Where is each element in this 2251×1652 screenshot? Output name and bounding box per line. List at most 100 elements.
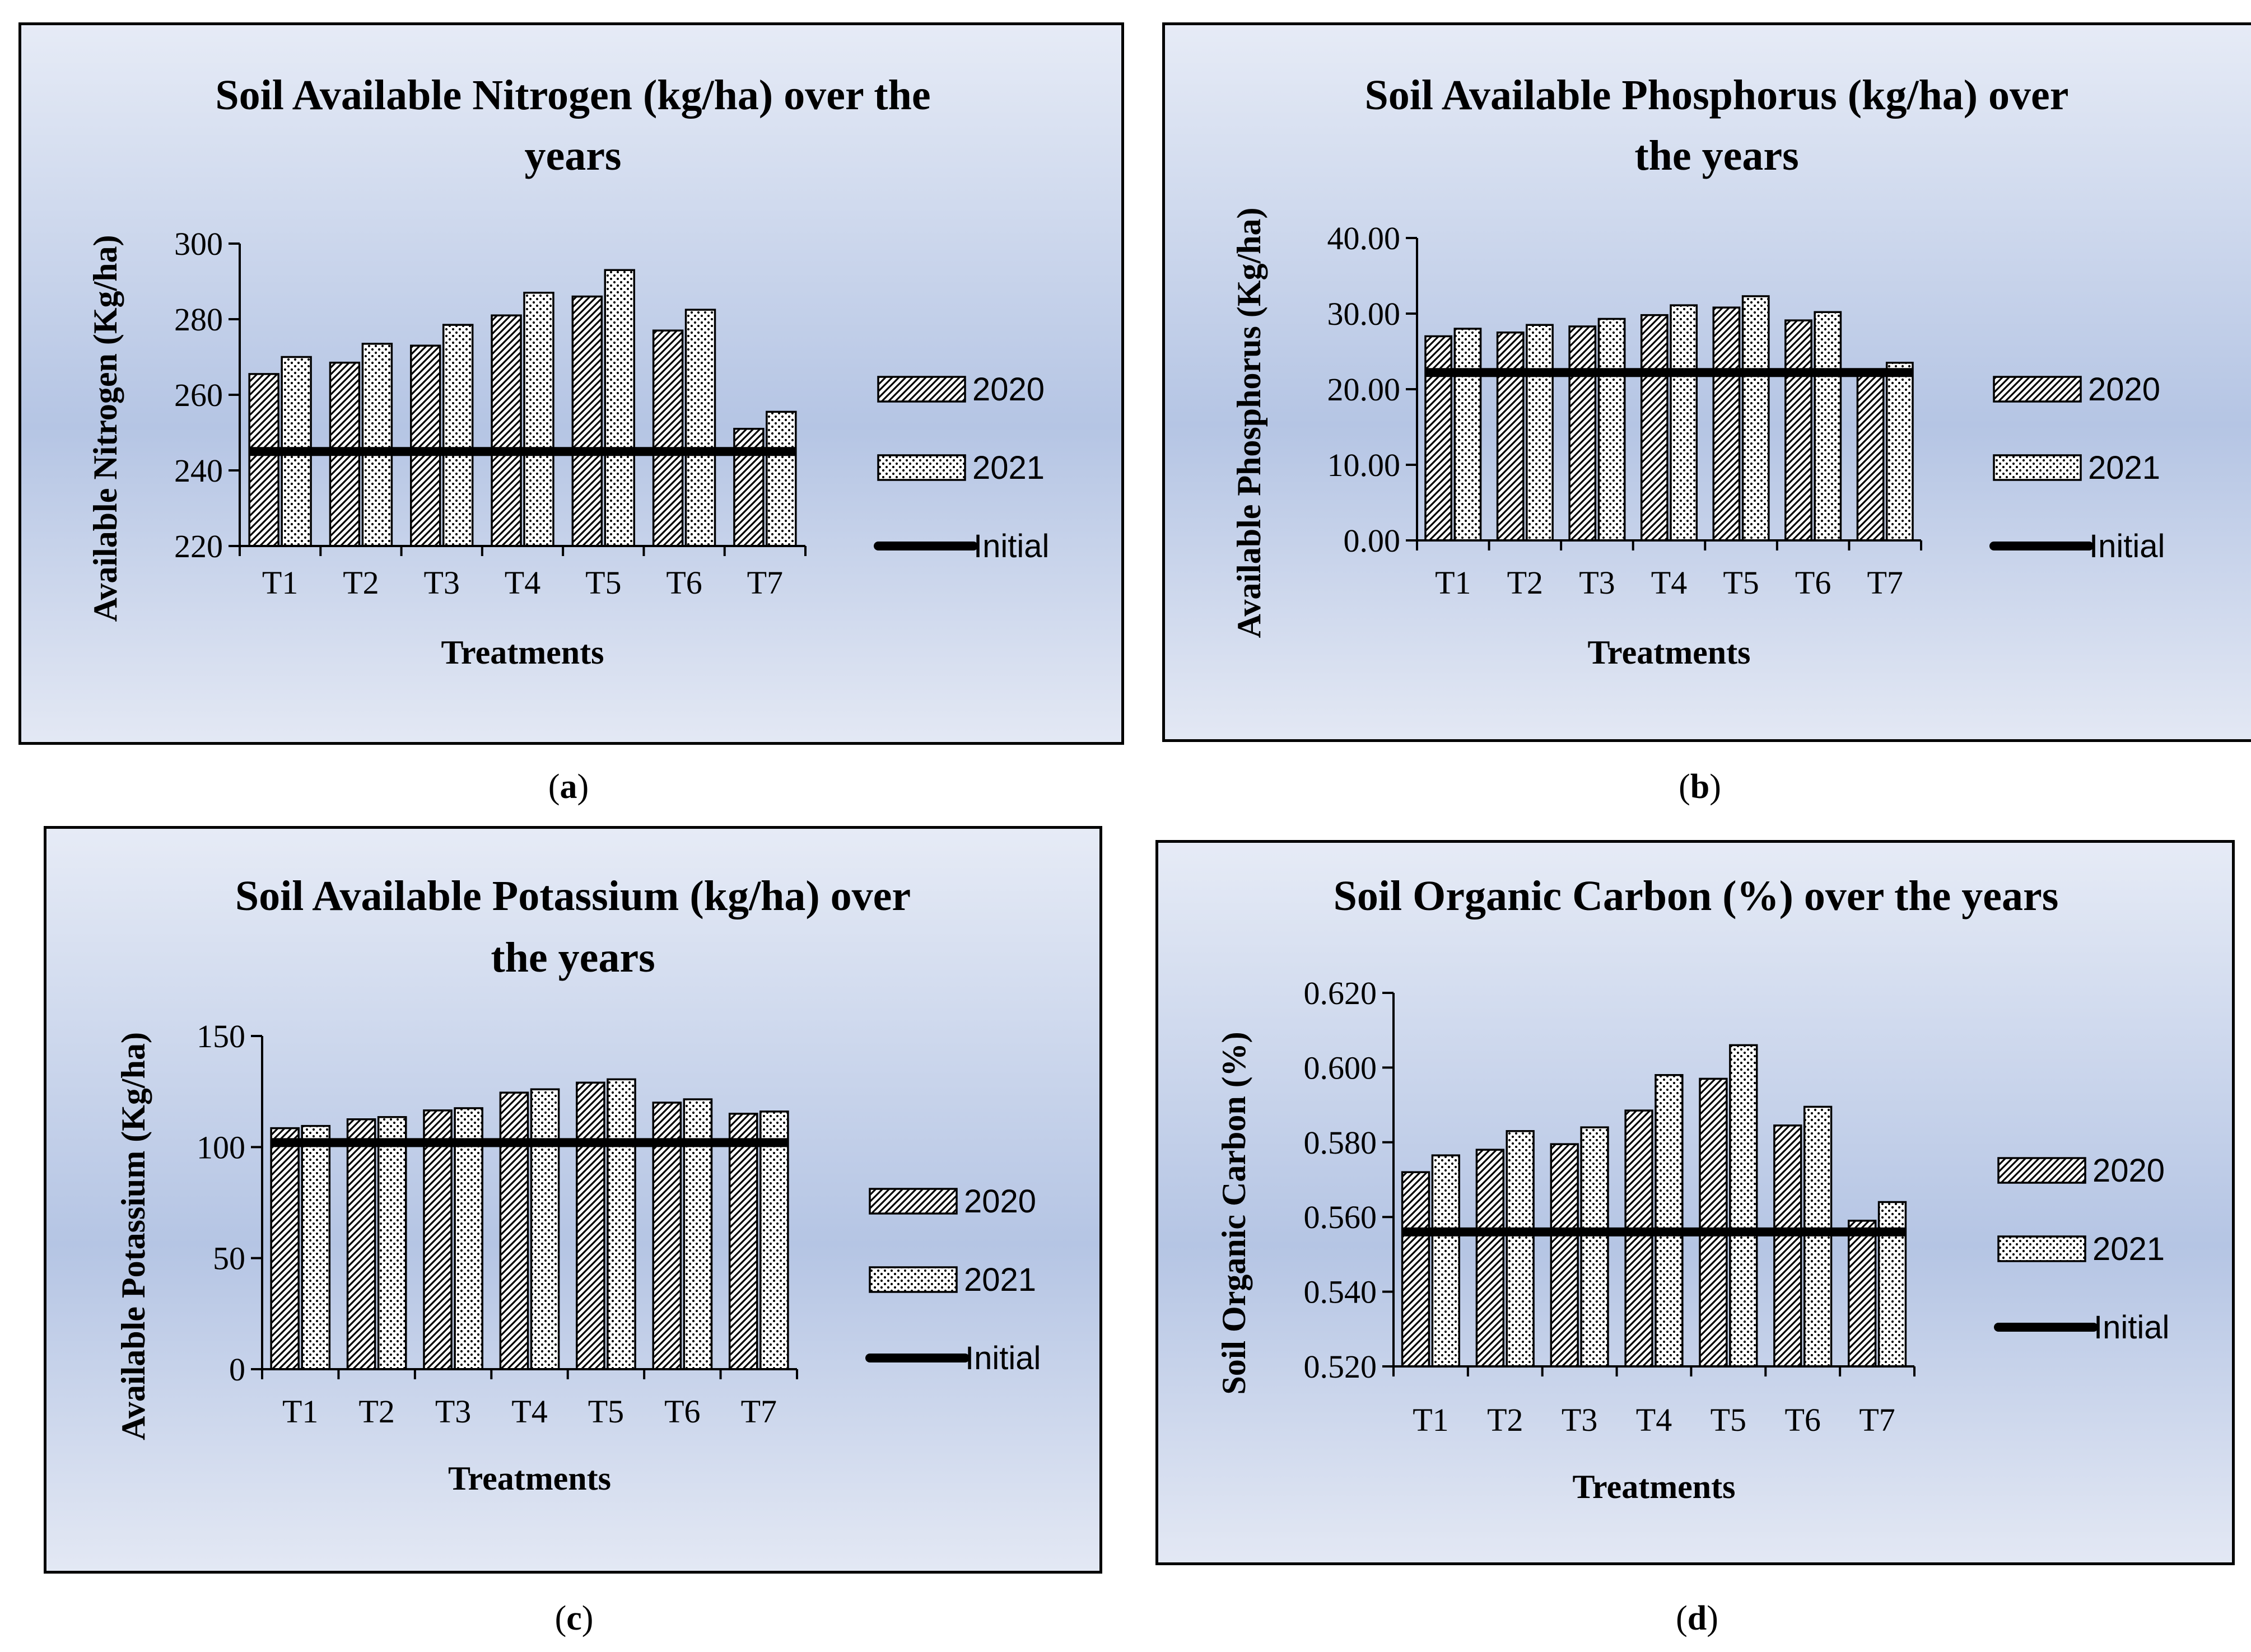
bar-2021-T5 <box>1729 1044 1758 1368</box>
y-tick-label: 40.00 <box>1327 220 1401 256</box>
bar-2020-T5 <box>1712 306 1741 542</box>
x-tick-label: T4 <box>511 1393 547 1430</box>
bar-2020-T5 <box>571 295 603 547</box>
bar-2020-T4 <box>1624 1109 1653 1368</box>
legend-label-2021: 2021 <box>964 1262 1036 1298</box>
chart-panel-c: Soil Available Potassium (kg/ha) over the… <box>44 826 1102 1574</box>
x-tick-label: T1 <box>262 564 298 601</box>
bar-2021-T4 <box>523 292 554 547</box>
x-tick-label: T7 <box>1859 1402 1895 1438</box>
bar-2021-T4 <box>1670 304 1698 542</box>
chart-c-svg: Soil Available Potassium (kg/ha) over the… <box>115 872 1041 1497</box>
caption-d-letter: d <box>1687 1599 1707 1637</box>
x-tick-label: T3 <box>1579 564 1615 601</box>
bar-2020-T3 <box>423 1109 453 1370</box>
y-tick-label: 300 <box>174 226 223 262</box>
bar-2020-T6 <box>652 329 684 547</box>
caption-a-letter: a <box>560 768 577 806</box>
chart-panel-d: Soil Organic Carbon (%) over the years T1… <box>1155 840 2235 1565</box>
bar-2020-T3 <box>410 344 441 547</box>
chart-a-svg: Soil Available Nitrogen (kg/ha) over the… <box>87 72 1049 671</box>
caption-c-letter: c <box>566 1599 582 1637</box>
y-tick-label: 20.00 <box>1327 371 1401 408</box>
caption-b: (b) <box>1679 768 1721 806</box>
x-tick-label: T6 <box>664 1393 700 1430</box>
bar-2021-T7 <box>1877 1201 1907 1368</box>
bar-2021-T5 <box>1741 295 1770 542</box>
bar-2021-T5 <box>604 269 635 547</box>
x-tick-label: T4 <box>1651 564 1687 601</box>
y-tick-label: 10.00 <box>1327 447 1401 483</box>
y-tick-label: 0.540 <box>1304 1274 1377 1310</box>
x-tick-label: T5 <box>588 1393 624 1430</box>
legend-swatch-2021 <box>1997 1235 2086 1262</box>
bar-2021-T3 <box>1580 1126 1609 1368</box>
x-tick-label: T1 <box>1435 564 1471 601</box>
legend-swatch-2020 <box>1993 376 2082 403</box>
legend-swatch-2021 <box>1993 454 2082 481</box>
chart-title-line: Soil Available Nitrogen (kg/ha) over the <box>215 72 930 119</box>
y-tick-label: 260 <box>174 377 223 413</box>
y-tick-label: 280 <box>174 301 223 338</box>
x-tick-label: T1 <box>282 1393 318 1430</box>
x-axis-title: Treatments <box>1572 1468 1735 1505</box>
y-tick-label: 0 <box>229 1351 245 1388</box>
bar-2021-T6 <box>684 309 716 547</box>
bar-2020-T7 <box>733 428 765 547</box>
legend-label-2020: 2020 <box>2092 1152 2165 1189</box>
bar-2020-T1 <box>270 1127 300 1370</box>
y-axis-title: Available Nitrogen (Kg/ha) <box>87 235 124 622</box>
x-tick-label: T4 <box>1636 1402 1672 1438</box>
bar-2021-T6 <box>1803 1105 1833 1368</box>
x-tick-label: T5 <box>585 564 621 601</box>
chart-title-line: Soil Available Potassium (kg/ha) over <box>235 872 911 920</box>
chart-panel-a: Soil Available Nitrogen (kg/ha) over the… <box>18 22 1124 745</box>
caption-c: (c) <box>554 1599 594 1637</box>
bar-2020-T6 <box>1784 319 1812 542</box>
bar-2021-T3 <box>442 324 474 547</box>
bar-2020-T2 <box>1496 332 1525 542</box>
bar-2020-T5 <box>576 1081 605 1370</box>
bar-2020-T2 <box>346 1118 376 1370</box>
bar-2021-T7 <box>759 1110 789 1370</box>
chart-title-line: the years <box>1634 132 1798 179</box>
bar-2020-T3 <box>1568 325 1597 542</box>
y-tick-label: 0.580 <box>1304 1124 1377 1161</box>
x-tick-label: T6 <box>666 564 702 601</box>
x-axis-title: Treatments <box>441 634 604 671</box>
bar-2020-T1 <box>1401 1171 1430 1368</box>
chart-title-line: Soil Available Phosphorus (kg/ha) over <box>1364 72 2068 119</box>
legend-swatch-2021 <box>869 1266 958 1293</box>
x-tick-label: T2 <box>1507 564 1543 601</box>
x-tick-label: T6 <box>1795 564 1831 601</box>
x-tick-label: T2 <box>343 564 379 601</box>
x-axis-title: Treatments <box>1587 634 1750 671</box>
x-tick-label: T3 <box>435 1393 471 1430</box>
bar-2020-T4 <box>1640 314 1669 542</box>
bar-2021-T3 <box>454 1107 483 1370</box>
y-tick-label: 150 <box>197 1018 245 1054</box>
chart-title-line: years <box>524 132 621 179</box>
y-axis-title: Available Potassium (Kg/ha) <box>115 1032 152 1440</box>
chart-panel-b: Soil Available Phosphorus (kg/ha) over th… <box>1162 22 2251 742</box>
x-tick-label: T2 <box>358 1393 394 1430</box>
x-tick-label: T4 <box>505 564 540 601</box>
x-tick-label: T5 <box>1723 564 1759 601</box>
bar-2020-T7 <box>1847 1220 1877 1368</box>
legend-swatch-2021 <box>877 454 966 481</box>
bar-2020-T6 <box>1773 1124 1802 1368</box>
bar-2020-T4 <box>491 314 522 547</box>
chart-d-svg: Soil Organic Carbon (%) over the years T1… <box>1215 872 2169 1505</box>
y-axis-title: Available Phosphorus (Kg/ha) <box>1231 207 1267 638</box>
y-tick-label: 50 <box>213 1240 245 1277</box>
y-tick-label: 0.560 <box>1304 1199 1377 1235</box>
bar-2021-T4 <box>530 1088 560 1370</box>
legend-label-initial: Initial <box>2089 528 2165 564</box>
bar-2021-T3 <box>1597 318 1626 542</box>
bar-2021-T2 <box>1506 1130 1535 1368</box>
bar-2020-T7 <box>1856 368 1885 542</box>
x-tick-label: T7 <box>1867 564 1903 601</box>
chart-b-svg: Soil Available Phosphorus (kg/ha) over th… <box>1231 72 2165 671</box>
x-tick-label: T5 <box>1711 1402 1746 1438</box>
caption-d: (d) <box>1676 1599 1718 1637</box>
